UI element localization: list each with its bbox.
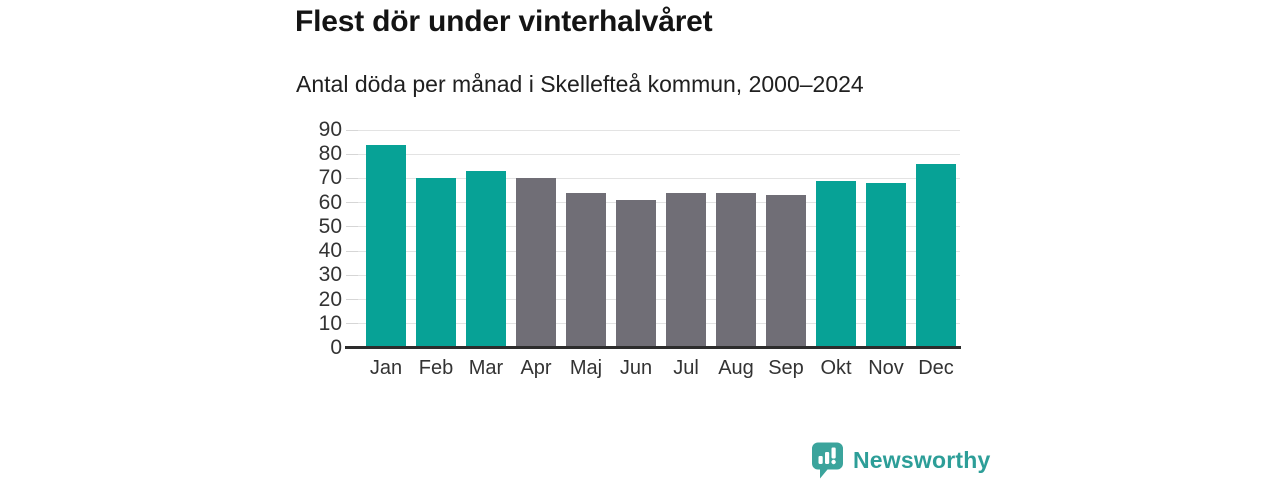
plot-area — [346, 129, 960, 348]
gridline — [358, 299, 960, 301]
y-tick-mark — [346, 153, 358, 155]
bar-apr — [516, 178, 556, 348]
y-tick-mark — [346, 323, 358, 325]
x-axis-label: Sep — [768, 357, 804, 379]
x-axis-label: Aug — [718, 357, 754, 379]
bar-okt — [816, 180, 856, 348]
bar-jan — [366, 144, 406, 348]
x-axis-label: Mar — [468, 357, 504, 379]
bar-jun — [616, 200, 656, 348]
x-axis-label: Okt — [820, 357, 852, 379]
y-axis-label: 30 — [318, 263, 342, 287]
gridline — [358, 129, 960, 131]
x-axis-baseline — [345, 346, 961, 349]
y-axis-label: 0 — [330, 336, 342, 359]
bar-nov — [866, 183, 906, 348]
y-tick-mark — [346, 177, 358, 179]
x-axis-label: Jun — [619, 357, 653, 379]
newsworthy-brand-text: Newsworthy — [853, 447, 991, 473]
y-axis-label: 60 — [318, 190, 342, 214]
chart-subtitle: Antal döda per månad i Skellefteå kommun… — [296, 71, 864, 97]
gridline — [358, 226, 960, 228]
bar-maj — [566, 192, 606, 348]
y-tick-mark — [346, 274, 358, 276]
gridline — [358, 153, 960, 155]
y-axis-label: 70 — [318, 166, 342, 190]
y-tick-mark — [346, 202, 358, 204]
gridline — [358, 323, 960, 325]
gridline — [358, 274, 960, 276]
x-axis-label: Dec — [918, 357, 954, 379]
y-axis-label: 40 — [318, 239, 342, 263]
y-axis-label: 80 — [318, 142, 342, 166]
x-axis-label: Feb — [418, 357, 454, 379]
bar-sep — [766, 195, 806, 348]
bar-aug — [716, 192, 756, 348]
y-axis-label: 20 — [318, 287, 342, 311]
bar-feb — [416, 178, 456, 348]
y-axis-label: 90 — [318, 118, 342, 141]
bar-jul — [666, 192, 706, 348]
gridline — [358, 177, 960, 179]
x-axis-label: Maj — [569, 357, 603, 379]
bar-dec — [916, 163, 956, 348]
x-axis-label: Jul — [673, 357, 699, 379]
y-axis-label: 10 — [318, 311, 342, 335]
x-axis-label: Apr — [520, 357, 552, 379]
x-axis-label: Jan — [369, 357, 403, 379]
y-tick-mark — [346, 129, 358, 131]
y-axis-label: 50 — [318, 214, 342, 238]
chart-title: Flest dör under vinterhalvåret — [295, 5, 713, 38]
y-tick-mark — [346, 250, 358, 252]
bar-chart-speech-bubble-icon — [812, 442, 843, 479]
gridline — [358, 202, 960, 204]
bar-mar — [466, 171, 506, 348]
y-tick-mark — [346, 226, 358, 228]
y-tick-mark — [346, 299, 358, 301]
x-axis-label: Nov — [868, 357, 904, 379]
newsworthy-logo: Newsworthy — [811, 442, 990, 479]
gridline — [358, 250, 960, 252]
